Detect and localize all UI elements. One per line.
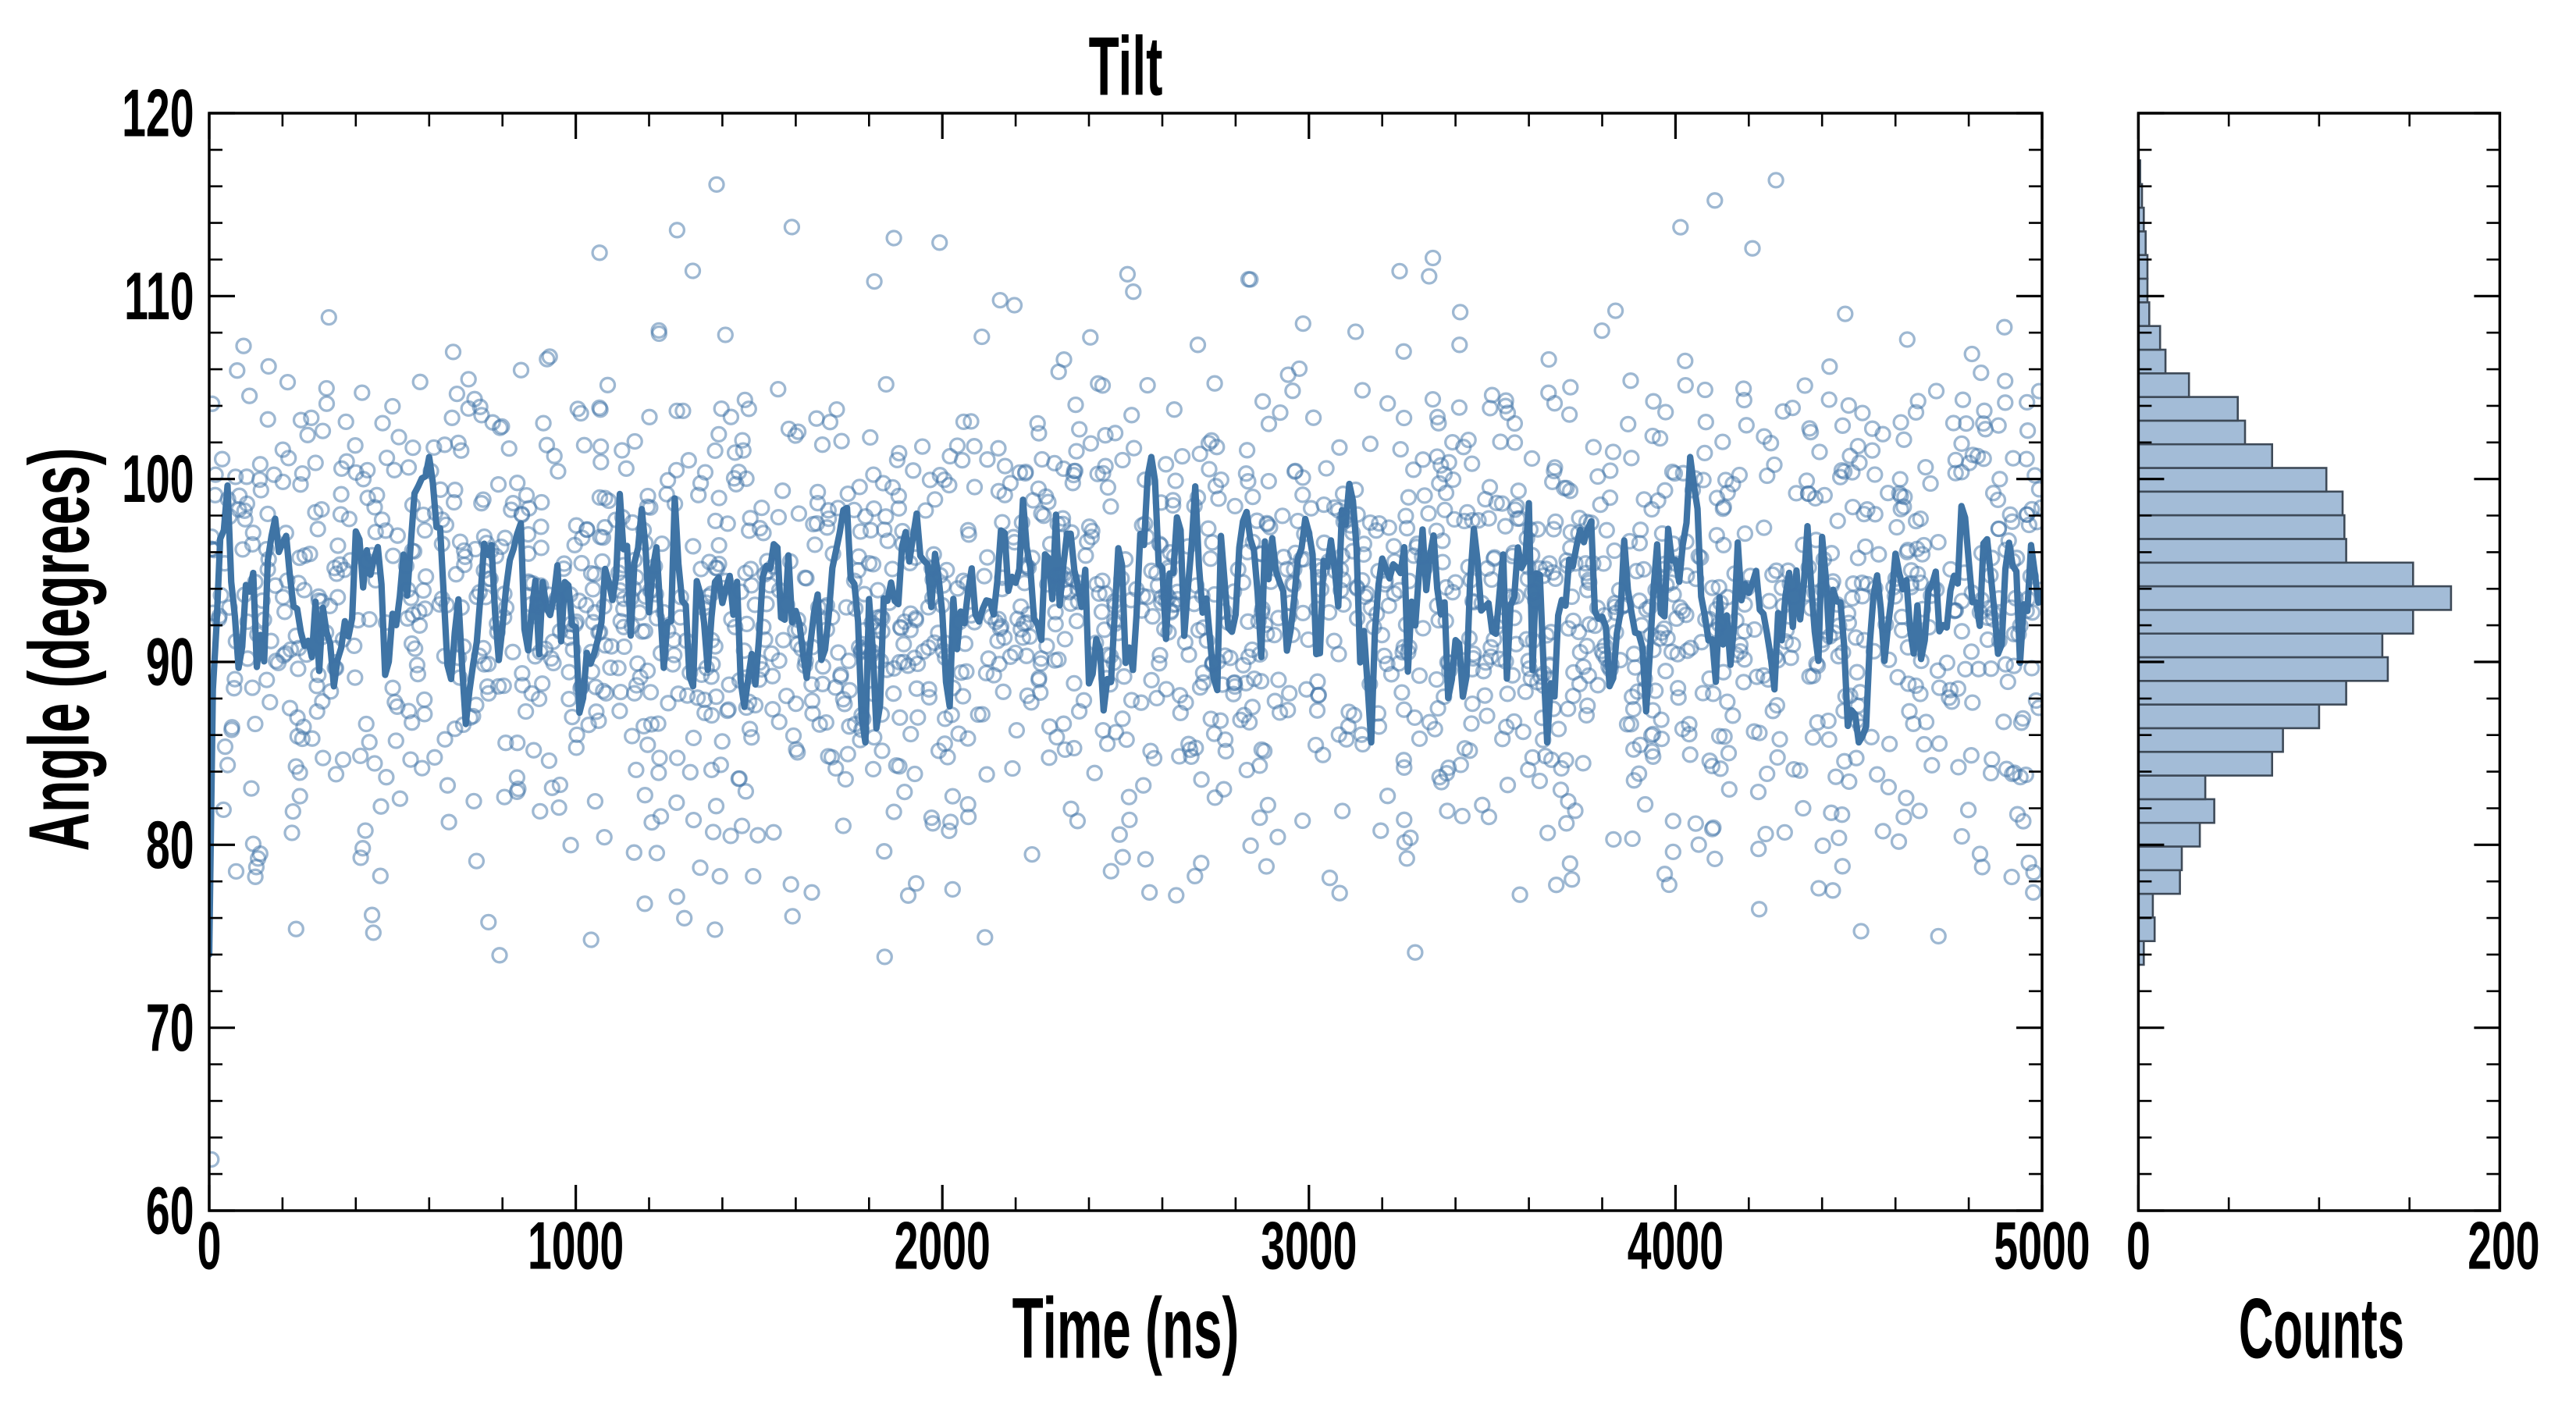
svg-text:Counts: Counts <box>2239 1280 2404 1376</box>
svg-text:2000: 2000 <box>895 1209 991 1283</box>
svg-text:100: 100 <box>122 443 194 517</box>
svg-text:70: 70 <box>146 991 194 1065</box>
svg-text:200: 200 <box>2467 1209 2539 1283</box>
svg-text:80: 80 <box>146 809 194 883</box>
svg-text:Tilt: Tilt <box>1089 19 1163 112</box>
svg-text:3000: 3000 <box>1261 1209 1357 1283</box>
svg-text:60: 60 <box>146 1174 194 1248</box>
svg-text:Angle (degrees): Angle (degrees) <box>12 447 107 851</box>
svg-text:5000: 5000 <box>1994 1209 2090 1283</box>
svg-text:1000: 1000 <box>528 1209 624 1283</box>
svg-text:120: 120 <box>122 76 194 151</box>
svg-text:0: 0 <box>197 1209 222 1283</box>
svg-text:110: 110 <box>124 260 194 334</box>
svg-text:0: 0 <box>2126 1209 2151 1283</box>
svg-text:Time (ns): Time (ns) <box>1012 1281 1240 1377</box>
svg-text:90: 90 <box>146 625 194 699</box>
svg-text:4000: 4000 <box>1628 1209 1724 1283</box>
